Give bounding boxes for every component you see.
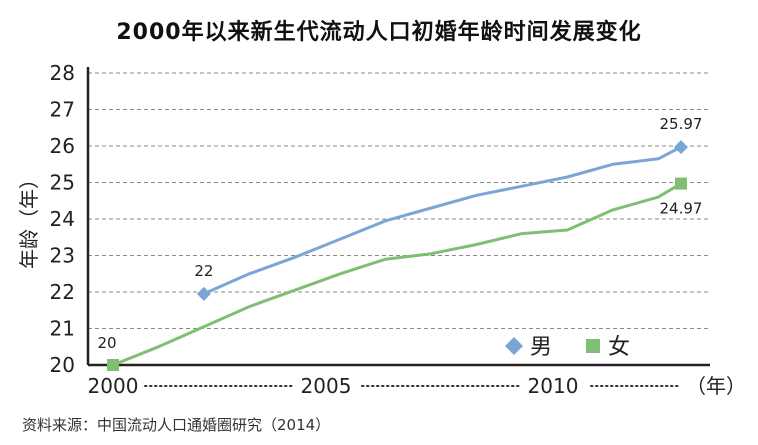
y-tick-label: 25	[50, 171, 75, 195]
x-axis-label: （年）	[686, 374, 746, 398]
source-note: 资料来源：中国流动人口通婚圈研究（2014）	[22, 416, 331, 434]
y-tick-label: 24	[50, 207, 75, 231]
legend-marker	[505, 337, 523, 355]
y-tick-label: 28	[50, 61, 75, 85]
data-label: 20	[97, 334, 116, 352]
legend-label: 女	[608, 335, 630, 360]
x-tick-label: 2000	[88, 374, 139, 398]
data-point-marker	[674, 140, 688, 155]
data-point-marker	[196, 286, 211, 301]
y-axis-label: 年龄（年）	[17, 169, 41, 269]
y-tick-label: 22	[50, 280, 75, 304]
data-label: 24.97	[660, 200, 703, 218]
data-label: 25.97	[660, 115, 703, 133]
legend-marker	[586, 339, 600, 353]
y-tick-label: 21	[50, 317, 75, 341]
x-tick-label: 2005	[301, 374, 352, 398]
data-point-marker	[107, 359, 119, 371]
data-point-marker	[675, 177, 687, 190]
y-tick-label: 26	[50, 134, 75, 158]
legend-label: 男	[530, 335, 552, 360]
y-tick-label: 27	[50, 98, 75, 122]
y-tick-label: 23	[50, 244, 75, 268]
x-tick-label: 2010	[528, 374, 579, 398]
chart-title: 2000年以来新生代流动人口初婚年龄时间发展变化	[116, 20, 642, 45]
series-line-2	[112, 182, 682, 367]
data-label: 22	[194, 262, 213, 280]
series-line-1	[203, 145, 682, 296]
y-tick-label: 20	[50, 353, 75, 377]
